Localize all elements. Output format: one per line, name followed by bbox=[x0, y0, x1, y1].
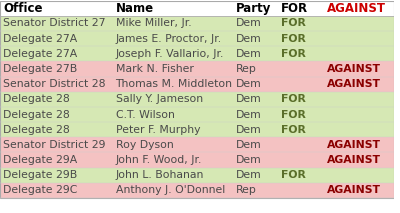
Text: FOR: FOR bbox=[281, 109, 306, 119]
Bar bbox=[0, 16, 394, 31]
Text: Delegate 29A: Delegate 29A bbox=[3, 155, 78, 165]
Text: James E. Proctor, Jr.: James E. Proctor, Jr. bbox=[116, 34, 222, 44]
Text: Office: Office bbox=[3, 2, 43, 15]
Text: Name: Name bbox=[116, 2, 154, 15]
Text: FOR: FOR bbox=[281, 125, 306, 135]
Text: Rep: Rep bbox=[236, 64, 257, 74]
Bar bbox=[278, 1, 323, 16]
Text: Delegate 27A: Delegate 27A bbox=[3, 49, 78, 59]
Text: AGAINST: AGAINST bbox=[326, 79, 380, 89]
Text: AGAINST: AGAINST bbox=[326, 140, 380, 150]
Bar bbox=[0, 92, 394, 107]
Text: Dem: Dem bbox=[236, 140, 262, 150]
Text: Delegate 29B: Delegate 29B bbox=[3, 170, 78, 180]
Bar bbox=[0, 107, 394, 122]
Bar bbox=[0, 46, 394, 61]
Text: John L. Bohanan: John L. Bohanan bbox=[116, 170, 204, 180]
Text: FOR: FOR bbox=[281, 94, 306, 104]
Text: Dem: Dem bbox=[236, 18, 262, 28]
Text: AGAINST: AGAINST bbox=[326, 186, 380, 196]
Text: John F. Wood, Jr.: John F. Wood, Jr. bbox=[116, 155, 202, 165]
Text: Senator District 29: Senator District 29 bbox=[3, 140, 106, 150]
Text: Delegate 28: Delegate 28 bbox=[3, 94, 70, 104]
Text: FOR: FOR bbox=[281, 49, 306, 59]
Text: Mike Miller, Jr.: Mike Miller, Jr. bbox=[116, 18, 191, 28]
Text: Anthony J. O'Donnel: Anthony J. O'Donnel bbox=[116, 186, 225, 196]
Text: Delegate 28: Delegate 28 bbox=[3, 125, 70, 135]
Text: Rep: Rep bbox=[236, 186, 257, 196]
Bar bbox=[0, 137, 394, 153]
Text: FOR: FOR bbox=[281, 2, 308, 15]
Bar bbox=[0, 183, 394, 198]
Text: Peter F. Murphy: Peter F. Murphy bbox=[116, 125, 200, 135]
Text: Delegate 27A: Delegate 27A bbox=[3, 34, 78, 44]
Text: C.T. Wilson: C.T. Wilson bbox=[116, 109, 174, 119]
Bar bbox=[0, 153, 394, 168]
Bar bbox=[323, 1, 394, 16]
Text: Dem: Dem bbox=[236, 94, 262, 104]
Text: AGAINST: AGAINST bbox=[326, 64, 380, 74]
Bar bbox=[0, 168, 394, 183]
Bar bbox=[0, 31, 394, 46]
Text: Joseph F. Vallario, Jr.: Joseph F. Vallario, Jr. bbox=[116, 49, 224, 59]
Text: Dem: Dem bbox=[236, 170, 262, 180]
Text: Thomas M. Middleton: Thomas M. Middleton bbox=[116, 79, 232, 89]
Text: FOR: FOR bbox=[281, 170, 306, 180]
Text: Sally Y. Jameson: Sally Y. Jameson bbox=[116, 94, 203, 104]
Text: Dem: Dem bbox=[236, 109, 262, 119]
Text: Dem: Dem bbox=[236, 34, 262, 44]
Text: FOR: FOR bbox=[281, 34, 306, 44]
Text: Dem: Dem bbox=[236, 125, 262, 135]
Text: Party: Party bbox=[236, 2, 271, 15]
Text: Senator District 28: Senator District 28 bbox=[3, 79, 106, 89]
Text: Dem: Dem bbox=[236, 49, 262, 59]
Bar bbox=[0, 122, 394, 137]
Bar bbox=[0, 1, 112, 16]
Text: Delegate 27B: Delegate 27B bbox=[3, 64, 78, 74]
Bar bbox=[0, 76, 394, 92]
Text: Mark N. Fisher: Mark N. Fisher bbox=[116, 64, 194, 74]
Text: Delegate 29C: Delegate 29C bbox=[3, 186, 78, 196]
Text: Dem: Dem bbox=[236, 79, 262, 89]
Bar bbox=[0, 61, 394, 76]
Bar bbox=[112, 1, 233, 16]
Text: AGAINST: AGAINST bbox=[326, 155, 380, 165]
Text: Roy Dyson: Roy Dyson bbox=[116, 140, 173, 150]
Text: FOR: FOR bbox=[281, 18, 306, 28]
Bar bbox=[233, 1, 278, 16]
Text: Senator District 27: Senator District 27 bbox=[3, 18, 106, 28]
Text: AGAINST: AGAINST bbox=[326, 2, 386, 15]
Text: Delegate 28: Delegate 28 bbox=[3, 109, 70, 119]
Text: Dem: Dem bbox=[236, 155, 262, 165]
